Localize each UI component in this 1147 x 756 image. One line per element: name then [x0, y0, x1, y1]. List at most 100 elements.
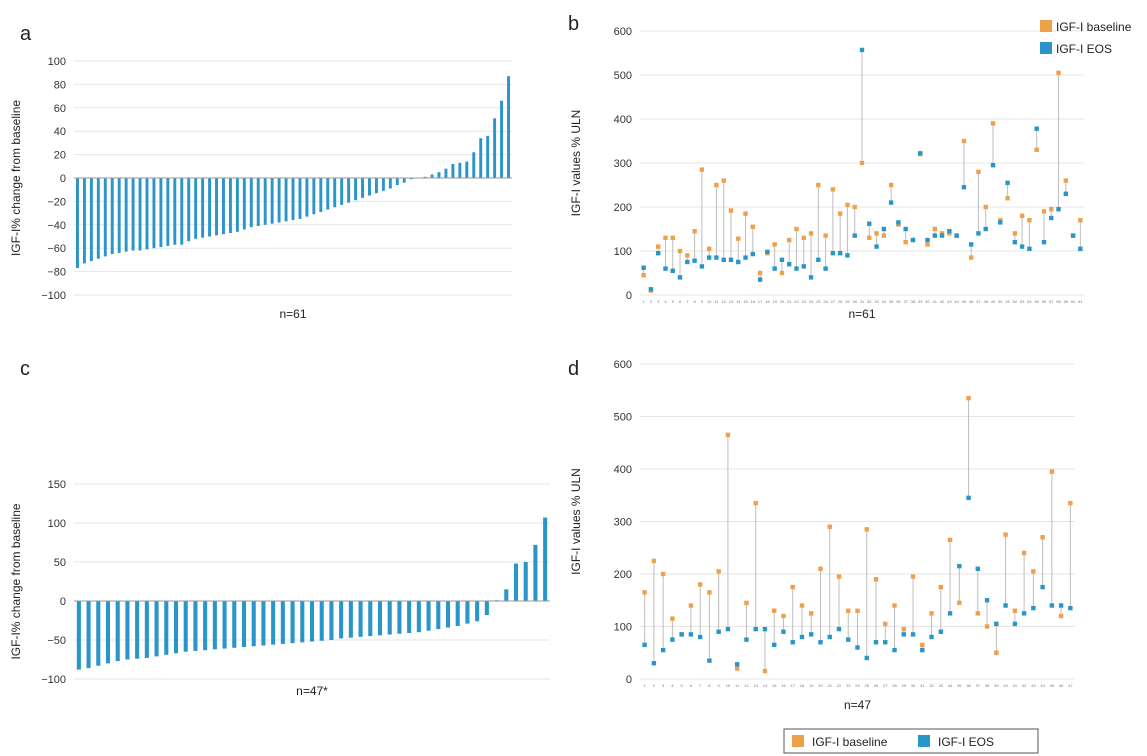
eos-point — [881, 226, 887, 232]
baseline-point — [1005, 196, 1010, 201]
bar — [486, 135, 490, 178]
bar — [96, 601, 101, 666]
eos-point — [961, 185, 967, 190]
x-tick-label: 8 — [693, 299, 696, 304]
bar — [458, 162, 462, 178]
eos-point — [883, 640, 888, 645]
bar — [387, 601, 392, 635]
baseline-point — [1003, 532, 1008, 537]
eos-point — [1049, 215, 1054, 221]
bar — [484, 601, 489, 616]
eos-point — [670, 268, 675, 273]
bar — [215, 178, 218, 236]
bar — [270, 178, 274, 224]
eos-point — [818, 640, 823, 645]
x-tick-label: 42 — [1022, 683, 1027, 688]
x-tick-label: 18 — [765, 299, 770, 304]
baseline-point — [1012, 608, 1018, 613]
x-tick-label: 10 — [726, 683, 731, 688]
x-tick-label: 35 — [957, 683, 962, 688]
baseline-point — [968, 255, 974, 260]
bar — [208, 178, 212, 237]
x-tick-label: 26 — [874, 683, 879, 688]
eos-point — [1021, 611, 1027, 616]
panel-letter-d: d — [568, 358, 579, 380]
x-tick-label: 31 — [860, 299, 865, 304]
baseline-point — [1021, 550, 1027, 556]
bar — [86, 601, 91, 669]
legend-bottom-box — [783, 728, 1039, 754]
bar — [115, 601, 120, 662]
y-tick-label: 60 — [54, 103, 66, 115]
baseline-point — [994, 650, 999, 655]
x-tick-label: 9 — [701, 299, 704, 304]
x-axis-label: n=47* — [296, 684, 328, 698]
baseline-point — [753, 500, 758, 506]
eos-point — [762, 626, 768, 632]
x-tick-label: 15 — [772, 683, 777, 688]
baseline-point — [1034, 147, 1039, 152]
eos-point — [874, 244, 879, 249]
x-tick-label: 5 — [681, 683, 684, 688]
bar — [479, 138, 483, 178]
x-tick-label: 4 — [664, 299, 667, 304]
eos-point — [648, 287, 654, 292]
eos-point — [1056, 207, 1061, 212]
baseline-point — [1049, 207, 1054, 212]
x-tick-label: 50 — [998, 299, 1003, 304]
bar — [242, 178, 246, 230]
bar — [300, 601, 305, 643]
bar — [493, 118, 497, 178]
bar — [194, 178, 198, 239]
x-tick-label: 23 — [846, 683, 851, 688]
baseline-point — [867, 235, 872, 240]
x-tick-label: 53 — [1020, 299, 1025, 304]
x-tick-label: 19 — [809, 683, 814, 688]
baseline-point — [721, 178, 726, 183]
x-tick-label: 58 — [1056, 299, 1061, 304]
baseline-point — [677, 248, 683, 254]
eos-point — [975, 566, 981, 571]
eos-point — [1027, 246, 1032, 251]
baseline-point — [772, 608, 777, 613]
eos-point — [714, 255, 719, 260]
eos-point — [655, 251, 661, 256]
legend-top-eos-label: IGF-I EOS — [1056, 42, 1112, 56]
baseline-point — [1063, 178, 1069, 183]
bar — [381, 178, 385, 191]
bar — [193, 601, 198, 651]
x-tick-label: 22 — [794, 299, 799, 304]
eos-point — [1003, 603, 1008, 608]
baseline-point — [1031, 569, 1036, 574]
bar — [465, 601, 470, 624]
bar — [423, 176, 427, 178]
bar — [319, 601, 324, 641]
eos-point — [836, 626, 842, 632]
baseline-point — [966, 395, 971, 401]
baseline-point — [846, 608, 851, 613]
eos-point — [892, 647, 897, 653]
x-tick-label: 8 — [708, 683, 711, 688]
bar — [290, 601, 295, 644]
bar — [507, 76, 510, 178]
x-tick-label: 46 — [1059, 683, 1064, 688]
eos-point — [920, 647, 925, 653]
x-tick-label: 12 — [744, 683, 749, 688]
eos-point — [954, 233, 959, 238]
bar — [329, 601, 334, 640]
bar — [368, 601, 373, 637]
x-tick-label: 38 — [985, 683, 990, 688]
baseline-point — [983, 204, 988, 210]
baseline-point — [762, 668, 768, 674]
x-tick-label: 59 — [1064, 299, 1069, 304]
y-tick-label: 0 — [60, 596, 66, 608]
x-tick-label: 17 — [758, 299, 763, 304]
eos-point — [968, 242, 974, 247]
baseline-point — [883, 621, 888, 627]
x-tick-label: 44 — [1040, 683, 1045, 688]
baseline-point — [938, 584, 943, 590]
x-tick-label: 13 — [729, 299, 734, 304]
baseline-point — [1040, 535, 1045, 540]
baseline-point — [888, 182, 894, 188]
